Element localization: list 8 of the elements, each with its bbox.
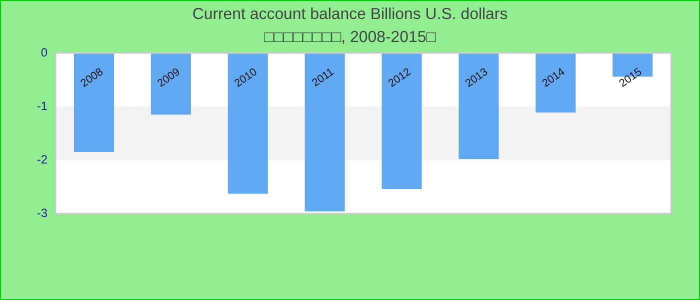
x-tick-label: 2011 (310, 66, 336, 90)
y-tick-label: -2 (36, 152, 48, 166)
y-tick-label: 0 (40, 45, 48, 60)
chart-subtitle: □□□□□□□□, 2008-2015□ (264, 28, 436, 46)
y-tick-label: -1 (36, 98, 48, 113)
chart-title: Current account balance Billions U.S. dollars (192, 6, 508, 23)
x-tick-label: 2009 (155, 66, 182, 90)
y-tick-label: -3 (36, 206, 48, 220)
